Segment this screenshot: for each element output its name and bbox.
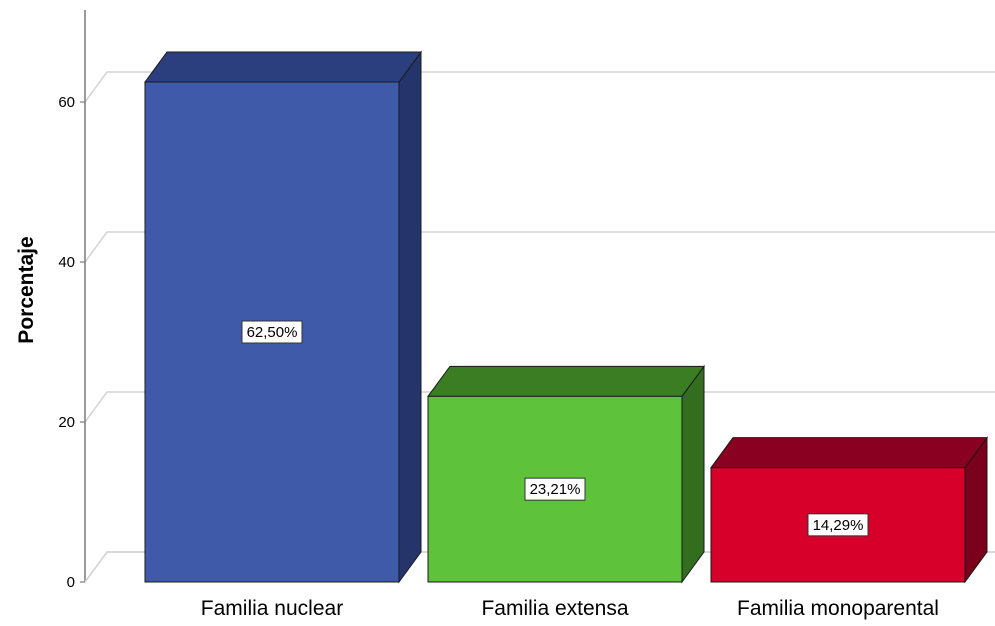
labels: 0 20 40 60 62,50% Familia nuclear 23,21% Famili… xyxy=(58,94,939,620)
bar-side-0 xyxy=(398,50,422,584)
y-tick-label-40: 40 xyxy=(58,254,75,271)
gridline-60 xyxy=(84,71,995,103)
x-tick-label-0: Familia nuclear xyxy=(201,597,343,620)
bar-1 xyxy=(427,364,705,584)
data-label-text-1: 23,21% xyxy=(530,481,581,498)
bar-side-1 xyxy=(681,364,705,584)
data-label-1: 23,21% xyxy=(524,477,586,501)
y-tick-label-0: 0 xyxy=(67,574,75,591)
bar-2 xyxy=(710,436,988,584)
y-tick-label-60: 60 xyxy=(58,94,75,111)
y-axis-title: Porcentaje xyxy=(15,236,38,343)
gridline-40 xyxy=(84,231,995,263)
y-tick-label-20: 20 xyxy=(58,414,75,431)
data-label-0: 62,50% xyxy=(241,320,303,344)
data-label-text-2: 14,29% xyxy=(813,517,864,534)
data-label-text-0: 62,50% xyxy=(247,324,298,341)
bars xyxy=(144,50,988,584)
data-label-box-1 xyxy=(524,477,586,501)
data-label-2: 14,29% xyxy=(807,513,869,537)
bar-0 xyxy=(144,50,422,584)
data-label-box-2 xyxy=(807,513,869,537)
x-tick-label-1: Familia extensa xyxy=(481,597,628,620)
x-tick-label-2: Familia monoparental xyxy=(737,597,939,620)
bar-top-1 xyxy=(427,365,705,397)
data-label-box-0 xyxy=(241,320,303,344)
bar-top-2 xyxy=(710,437,988,469)
bar-top-0 xyxy=(144,51,422,83)
